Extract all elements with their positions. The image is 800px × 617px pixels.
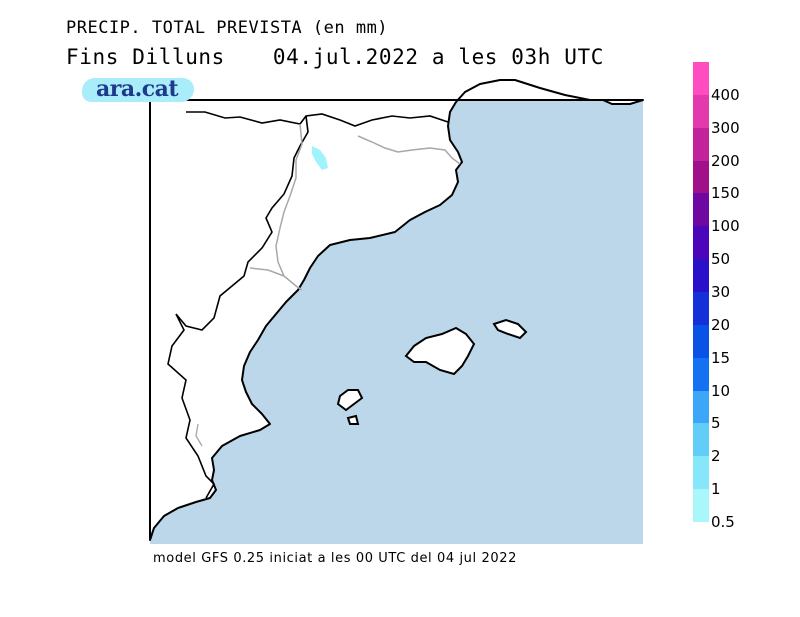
island-menorca <box>492 318 528 340</box>
legend-swatch-30 <box>693 259 709 293</box>
island-formentera <box>346 414 360 425</box>
legend-swatch-0.5 <box>693 489 709 523</box>
logo-text: ara.cat <box>96 76 179 102</box>
legend-swatch-20 <box>693 292 709 326</box>
legend-label-2: 2 <box>711 447 721 466</box>
western-border <box>167 115 309 499</box>
legend-label-400: 400 <box>711 85 740 104</box>
legend-swatch-300 <box>693 94 709 129</box>
ara-cat-logo: ara.cat <box>82 76 194 102</box>
legend-swatch-100 <box>693 193 709 227</box>
legend-label-1: 1 <box>711 480 721 499</box>
legend-swatch-50 <box>693 226 709 260</box>
legend-swatch-400 <box>693 62 709 96</box>
island-mallorca <box>404 326 476 376</box>
legend-label-100: 100 <box>711 217 740 236</box>
legend-swatch-5 <box>693 390 709 424</box>
legend-swatch-150 <box>693 160 709 194</box>
legend-swatch-10 <box>693 357 709 392</box>
legend-swatch-200 <box>693 127 709 162</box>
forecast-valid-line: Fins Dilluns 04.jul.2022 a les 03h UTC <box>66 45 604 69</box>
legend-label-150: 150 <box>711 184 740 203</box>
legend-label-0.5: 0.5 <box>711 513 735 531</box>
island-eivissa <box>336 389 364 412</box>
legend-label-20: 20 <box>711 315 731 334</box>
precip-legend-bar <box>693 62 709 523</box>
legend-label-30: 30 <box>711 283 731 301</box>
legend-label-200: 200 <box>711 151 740 170</box>
model-run-footer: model GFS 0.25 iniciat a les 00 UTC del … <box>153 551 517 566</box>
valid-time: 04.jul.2022 a les 03h UTC <box>272 45 604 69</box>
legend-swatch-2 <box>693 423 709 457</box>
period-label: Fins Dilluns <box>66 45 225 69</box>
land-area <box>149 79 644 541</box>
legend-label-300: 300 <box>711 118 740 137</box>
internal-border-3 <box>357 135 461 165</box>
northern-border <box>186 111 449 127</box>
legend-swatch-15 <box>693 324 709 359</box>
legend-label-15: 15 <box>711 348 731 367</box>
map-title: PRECIP. TOTAL PREVISTA (en mm) <box>66 18 389 38</box>
legend-label-10: 10 <box>711 381 731 400</box>
legend-label-50: 50 <box>711 250 731 269</box>
internal-border-2 <box>249 267 285 277</box>
precip-patch <box>312 146 328 170</box>
legend-swatch-1 <box>693 456 709 490</box>
legend-label-5: 5 <box>711 414 721 433</box>
internal-border-4 <box>195 423 203 447</box>
internal-border <box>275 123 303 291</box>
